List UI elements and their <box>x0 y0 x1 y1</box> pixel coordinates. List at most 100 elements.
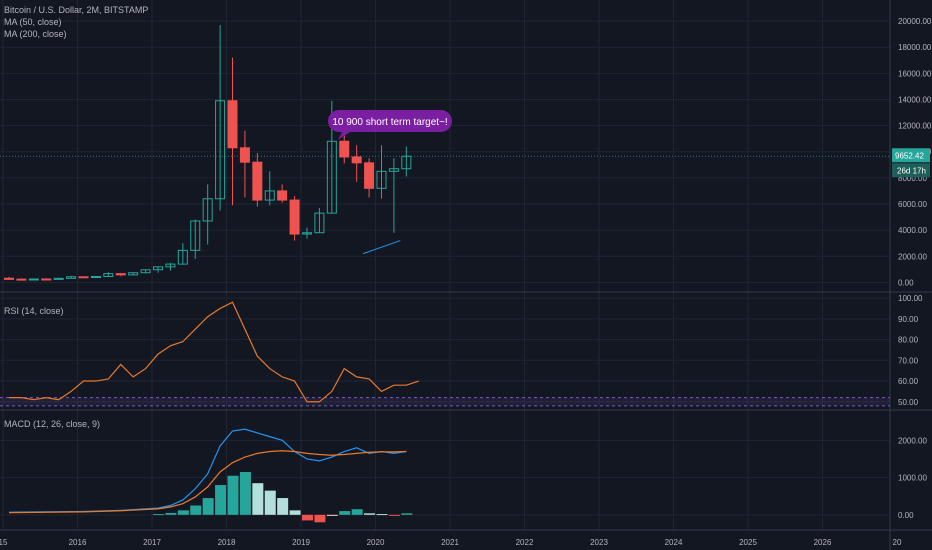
macd-histogram-bar <box>177 510 189 515</box>
price-axis-tick: 6000.00 <box>898 200 927 209</box>
candle-body[interactable] <box>177 249 188 265</box>
time-axis-tick: 20 <box>893 538 902 547</box>
price-axis-tick: 20000.00 <box>898 17 932 26</box>
price-axis-tick: 16000.00 <box>898 69 932 78</box>
candle-body[interactable] <box>66 276 77 279</box>
price-axis-tick: 2000.00 <box>898 252 927 261</box>
candle-body[interactable] <box>215 100 226 200</box>
price-axis-tick: 0.00 <box>898 278 914 287</box>
candle-body[interactable] <box>376 170 387 189</box>
candle-body[interactable] <box>115 273 126 276</box>
countdown-value: 26d 17h <box>897 166 926 175</box>
annotation-balloon[interactable] <box>328 110 452 132</box>
time-axis-tick: 2017 <box>143 538 161 547</box>
candle-body[interactable] <box>4 277 14 280</box>
rsi-axis-tick: 70.00 <box>898 356 919 365</box>
rsi-band-fill <box>0 397 890 406</box>
macd-histogram-bar <box>388 514 400 516</box>
macd-legend: MACD (12, 26, close, 9) <box>4 418 100 430</box>
macd-histogram-bar <box>277 498 289 515</box>
rsi-axis-tick: 60.00 <box>898 377 919 386</box>
candle-body[interactable] <box>28 278 39 281</box>
candle-body[interactable] <box>90 276 101 279</box>
macd-histogram-bar <box>202 498 214 515</box>
time-axis-tick: 2026 <box>814 538 832 547</box>
macd-histogram-bar <box>227 475 239 515</box>
last-price-value: 9652.42 <box>895 151 924 160</box>
candle-body[interactable] <box>252 161 263 201</box>
candle-body[interactable] <box>16 278 27 281</box>
macd-histogram-bar <box>401 513 413 515</box>
macd-histogram-bar <box>376 514 388 516</box>
annotation-text: 10 900 short term target~! <box>332 117 447 128</box>
symbol-label: Bitcoin / U.S. Dollar, 2M, BITSTAMP <box>4 5 149 15</box>
macd-histogram-bar <box>165 512 177 515</box>
price-axis-tick: 12000.00 <box>898 122 932 131</box>
time-axis-tick: 2022 <box>516 538 534 547</box>
signal-line <box>8 450 407 514</box>
candle-body[interactable] <box>190 220 201 251</box>
candle-body[interactable] <box>314 212 325 234</box>
candle-body[interactable] <box>388 168 399 172</box>
annotation-pointer <box>338 132 350 140</box>
rsi-legend: RSI (14, close) <box>4 305 64 317</box>
time-axis-tick: 2021 <box>441 538 459 547</box>
candle-body[interactable] <box>165 263 176 268</box>
price-axis-tick: 8000.00 <box>898 174 927 183</box>
rsi-line <box>9 301 419 403</box>
macd-histogram-bar <box>264 490 276 515</box>
time-axis-tick: 2019 <box>292 538 310 547</box>
candle-body[interactable] <box>239 147 250 163</box>
time-axis-tick: 15 <box>0 538 8 547</box>
macd-histogram-bar <box>351 509 363 515</box>
macd-histogram-bar <box>326 514 338 516</box>
candle-body[interactable] <box>401 155 412 170</box>
candle-body[interactable] <box>227 100 238 149</box>
rsi-axis-tick: 90.00 <box>898 315 919 324</box>
countdown-badge <box>892 163 930 178</box>
candle-body[interactable] <box>264 190 275 201</box>
candle-body[interactable] <box>41 278 52 281</box>
candle-body[interactable] <box>140 269 151 274</box>
candle-body[interactable] <box>103 273 114 278</box>
price-axis-tick: 18000.00 <box>898 43 932 52</box>
macd-histogram-bar <box>339 511 351 515</box>
candle-body[interactable] <box>53 277 64 280</box>
ma200-label: MA (200, close) <box>4 29 67 39</box>
macd-axis-tick: 1000.00 <box>898 474 927 483</box>
macd-axis-tick: 0.00 <box>898 511 914 520</box>
candle-body[interactable] <box>202 198 213 222</box>
time-axis-tick: 2020 <box>367 538 385 547</box>
time-axis-tick: 2023 <box>590 538 608 547</box>
last-price-badge <box>892 148 930 163</box>
candle-body[interactable] <box>128 272 139 276</box>
time-axis-tick: 2018 <box>218 538 236 547</box>
candle-body[interactable] <box>277 190 288 201</box>
trendline-drawing[interactable] <box>362 240 401 255</box>
macd-histogram-bar <box>252 483 264 515</box>
macd-histogram-bar <box>289 510 301 515</box>
time-axis-tick: 2025 <box>739 538 757 547</box>
candle-body[interactable] <box>302 232 312 235</box>
candle-body[interactable] <box>289 199 300 235</box>
macd-histogram-bar <box>215 485 227 515</box>
time-axis-tick: 2016 <box>69 538 87 547</box>
candle-body[interactable] <box>351 156 362 164</box>
macd-histogram-bar <box>364 513 376 515</box>
rsi-axis-tick: 100.00 <box>898 294 923 303</box>
candle-body[interactable] <box>326 140 337 214</box>
macd-histogram-bar <box>153 514 164 516</box>
macd-axis-tick: 2000.00 <box>898 436 927 445</box>
candle-body[interactable] <box>78 276 89 279</box>
candle-body[interactable] <box>364 162 375 189</box>
macd-histogram-bar <box>190 505 202 515</box>
candle-body[interactable] <box>153 266 163 271</box>
time-axis-tick: 2024 <box>665 538 683 547</box>
macd-label: MACD (12, 26, close, 9) <box>4 419 101 429</box>
price-axis-tick: 4000.00 <box>898 226 927 235</box>
macd-line <box>8 428 407 513</box>
candle-body[interactable] <box>339 140 350 158</box>
chart-legend: Bitcoin / U.S. Dollar, 2M, BITSTAMP MA (… <box>4 4 148 40</box>
rsi-axis-tick: 80.00 <box>898 336 919 345</box>
